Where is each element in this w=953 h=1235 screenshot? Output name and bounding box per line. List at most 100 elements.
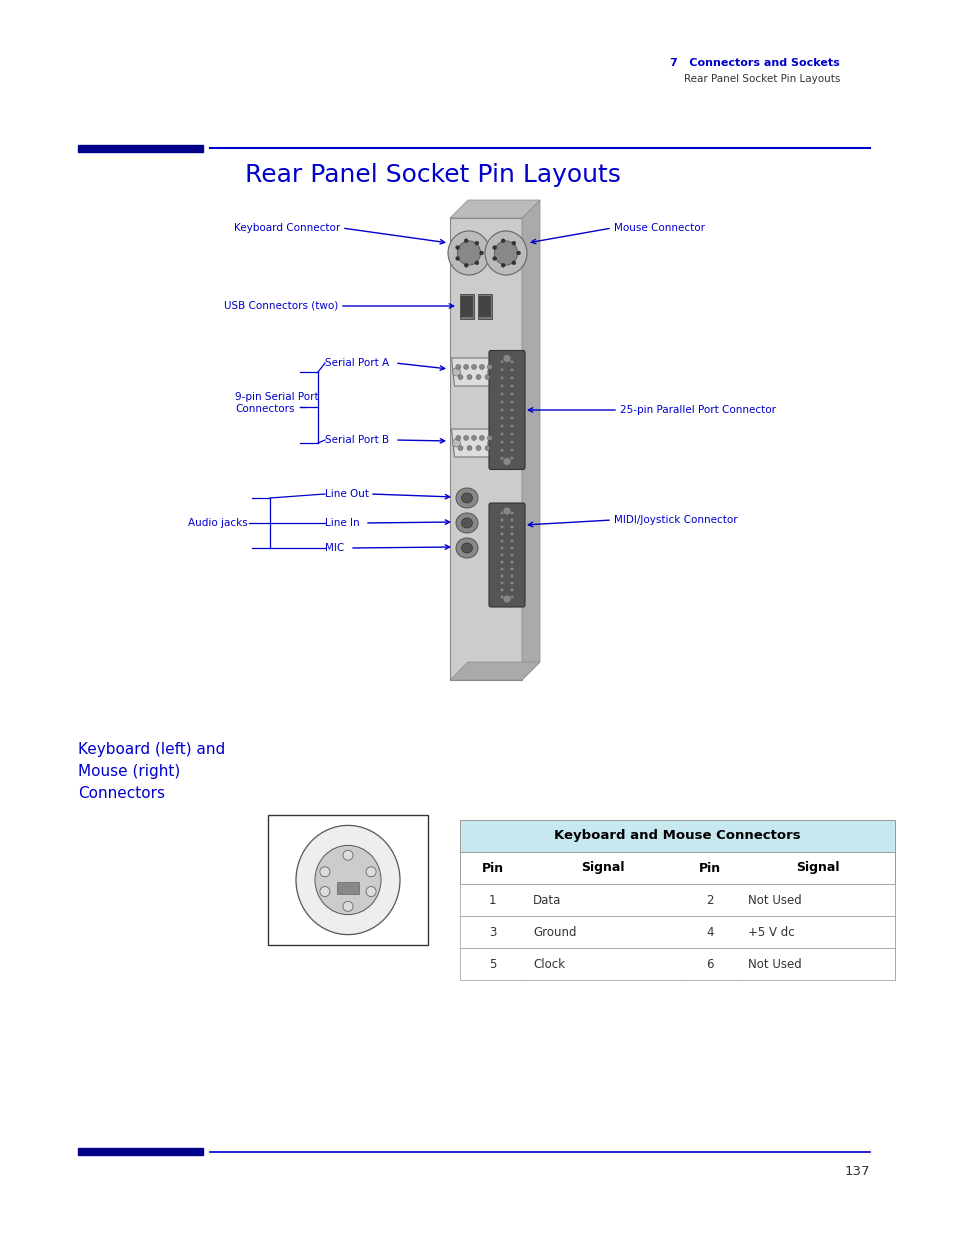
Circle shape [500,511,503,515]
Circle shape [510,532,513,536]
Ellipse shape [314,845,380,915]
Text: Data: Data [533,893,560,906]
Text: Audio jacks: Audio jacks [188,517,248,529]
Circle shape [500,595,503,599]
Circle shape [500,432,503,436]
Circle shape [478,436,484,441]
Circle shape [510,432,513,436]
Circle shape [464,263,468,267]
Circle shape [510,553,513,557]
Circle shape [500,574,503,578]
Circle shape [510,519,513,521]
Text: 9-pin Serial Port
Connectors: 9-pin Serial Port Connectors [234,393,318,414]
Circle shape [510,441,513,443]
Circle shape [463,436,468,441]
Polygon shape [450,219,521,680]
Ellipse shape [461,543,472,553]
Bar [460,295,473,316]
Circle shape [500,393,503,395]
Text: Signal: Signal [795,862,839,874]
Bar [478,295,491,316]
Circle shape [510,561,513,563]
Text: MIDI/Joystick Connector: MIDI/Joystick Connector [614,515,737,525]
Text: 6: 6 [705,957,713,971]
Circle shape [510,568,513,571]
Text: Keyboard and Mouse Connectors: Keyboard and Mouse Connectors [554,830,800,842]
Bar [459,852,894,884]
Text: Pin: Pin [481,862,503,874]
Circle shape [456,436,460,441]
Bar [78,144,203,152]
Bar [477,294,492,319]
Text: 3: 3 [488,925,496,939]
Text: Ground: Ground [533,925,576,939]
Circle shape [510,540,513,542]
Circle shape [502,457,511,466]
Circle shape [479,251,483,254]
Circle shape [517,251,520,254]
Circle shape [500,409,503,411]
Text: USB Connectors (two): USB Connectors (two) [224,301,337,311]
Text: Pin: Pin [699,862,720,874]
Circle shape [502,354,511,363]
Circle shape [500,361,503,363]
Circle shape [510,595,513,599]
Ellipse shape [295,825,399,935]
Polygon shape [451,429,496,457]
Ellipse shape [457,241,480,266]
Text: 5: 5 [406,910,413,920]
Text: Signal: Signal [580,862,623,874]
Circle shape [452,368,460,375]
Text: 137: 137 [843,1165,869,1178]
Polygon shape [493,424,503,457]
Circle shape [510,511,513,515]
Circle shape [500,532,503,536]
Circle shape [500,238,504,242]
Ellipse shape [456,513,477,534]
Circle shape [510,416,513,420]
Text: 5: 5 [488,957,496,971]
Bar [78,1149,203,1155]
Circle shape [510,368,513,372]
Circle shape [487,438,495,447]
Circle shape [500,589,503,592]
Text: 1: 1 [488,893,496,906]
Circle shape [484,374,490,379]
Circle shape [510,384,513,388]
Circle shape [500,448,503,452]
Text: 6: 6 [416,861,422,871]
Polygon shape [493,352,503,387]
Circle shape [510,393,513,395]
Circle shape [467,446,472,451]
Text: 25-pin Parallel Port Connector: 25-pin Parallel Port Connector [619,405,775,415]
Circle shape [500,416,503,420]
FancyBboxPatch shape [489,351,524,469]
Circle shape [487,368,495,375]
Ellipse shape [456,488,477,508]
Circle shape [452,438,460,447]
Circle shape [510,574,513,578]
Text: Not Used: Not Used [747,957,801,971]
Circle shape [510,409,513,411]
Circle shape [510,457,513,459]
Circle shape [319,867,330,877]
Circle shape [510,526,513,529]
Circle shape [510,377,513,379]
Circle shape [464,238,468,242]
Circle shape [343,850,353,861]
Bar [336,882,358,894]
Circle shape [366,887,375,897]
Circle shape [343,902,353,911]
Text: Serial Port A: Serial Port A [325,358,389,368]
Circle shape [366,867,375,877]
Circle shape [510,425,513,427]
Circle shape [500,384,503,388]
Polygon shape [521,200,539,680]
Circle shape [502,508,511,515]
Circle shape [456,257,459,261]
Circle shape [456,246,459,249]
Text: 2: 2 [280,861,287,871]
Circle shape [510,589,513,592]
Text: Line In: Line In [325,517,359,529]
Bar [268,815,428,945]
